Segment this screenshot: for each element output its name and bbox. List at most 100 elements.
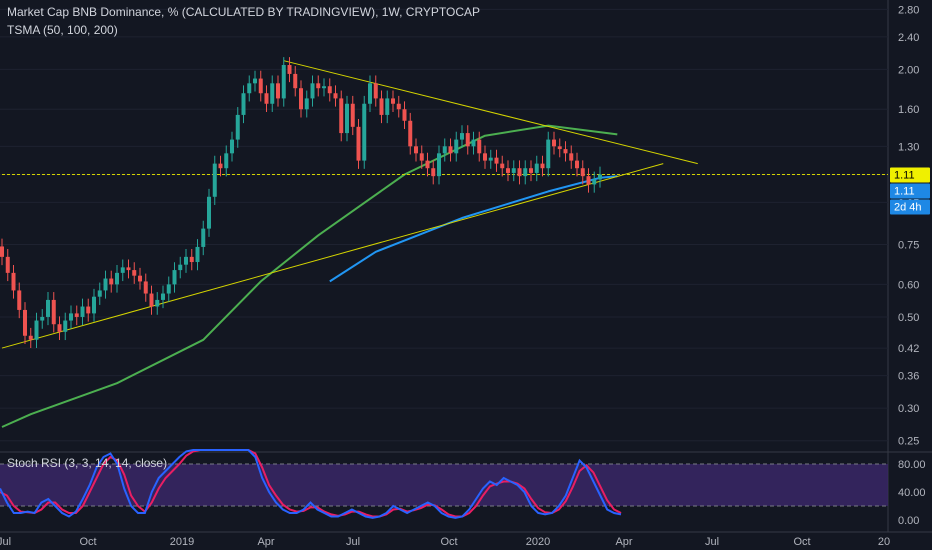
price-badge-label: 1.11 bbox=[894, 170, 915, 182]
candle-body bbox=[494, 157, 499, 164]
candle-body bbox=[425, 160, 430, 169]
rsi-band-fill bbox=[0, 464, 888, 506]
price-badge-label: 1.11 bbox=[894, 186, 915, 198]
candle-body bbox=[557, 146, 562, 150]
indicator-label[interactable]: TSMA (50, 100, 200) bbox=[7, 23, 118, 37]
time-axis[interactable]: Jul Oct 2019 Apr Jul Oct 2020 Apr Jul Oct 20 bbox=[0, 536, 890, 548]
chart-title[interactable]: Market Cap BNB Dominance, % (CALCULATED … bbox=[7, 5, 481, 19]
candle-body bbox=[241, 93, 246, 115]
candle-body bbox=[356, 126, 361, 161]
candle-body bbox=[132, 270, 137, 276]
price-badge-label: 2d 4h bbox=[894, 202, 922, 214]
candle-body bbox=[212, 163, 217, 197]
candle-body bbox=[362, 103, 367, 161]
candle-body bbox=[391, 98, 395, 104]
stoch-rsi-d-line bbox=[0, 449, 622, 518]
time-tick-label: Apr bbox=[615, 536, 632, 548]
price-badge-ma bbox=[890, 183, 930, 199]
candle-body bbox=[0, 246, 4, 257]
price-badges: 1.11 1.11 2d 4h bbox=[890, 167, 930, 215]
trendline bbox=[283, 60, 698, 165]
candle-body bbox=[569, 153, 574, 161]
candle-body bbox=[103, 278, 108, 291]
candle-body bbox=[235, 114, 240, 140]
candle-body bbox=[552, 139, 556, 147]
price-tick-label: 2.40 bbox=[898, 32, 919, 44]
candle-body bbox=[115, 272, 119, 285]
candle-body bbox=[34, 320, 39, 340]
candle-body bbox=[506, 168, 510, 173]
trendline bbox=[1, 163, 664, 349]
candle-body bbox=[23, 309, 27, 336]
candle-body bbox=[40, 316, 45, 321]
candle-body bbox=[207, 196, 211, 229]
candle-body bbox=[465, 133, 470, 147]
candle-body bbox=[396, 103, 401, 110]
candle-body bbox=[454, 139, 459, 154]
candle-body bbox=[138, 275, 142, 282]
stoch-rsi-k-line bbox=[0, 449, 622, 519]
candle-body bbox=[86, 306, 91, 314]
candle-body bbox=[408, 120, 413, 147]
candle-body bbox=[287, 64, 292, 74]
time-tick-label: 20 bbox=[878, 536, 890, 548]
candle-body bbox=[69, 313, 73, 321]
candle-body bbox=[523, 168, 528, 177]
price-tick-label: 1.30 bbox=[898, 141, 919, 153]
candle-body bbox=[534, 163, 539, 173]
candle-body bbox=[402, 109, 407, 121]
time-tick-label: Jul bbox=[346, 536, 360, 548]
candle-body bbox=[120, 267, 125, 273]
candle-body bbox=[471, 139, 476, 147]
candle-body bbox=[17, 290, 22, 310]
candle-body bbox=[379, 98, 384, 115]
candle-body bbox=[448, 146, 453, 154]
candle-body bbox=[511, 168, 516, 173]
candle-body bbox=[63, 320, 68, 332]
time-tick-label: Oct bbox=[793, 536, 810, 548]
candle-body bbox=[172, 270, 177, 285]
candle-body bbox=[563, 149, 568, 154]
candle-body bbox=[270, 83, 275, 104]
candle-body bbox=[276, 83, 280, 99]
candle-body bbox=[92, 296, 96, 314]
candle-body bbox=[327, 86, 332, 94]
time-tick-label: Oct bbox=[440, 536, 457, 548]
stoch-rsi-label[interactable]: Stoch RSI (3, 3, 14, 14, close) bbox=[7, 456, 168, 470]
candle-body bbox=[442, 146, 447, 154]
candle-body bbox=[97, 290, 102, 297]
candle-body bbox=[540, 163, 545, 169]
stoch-rsi-band bbox=[0, 463, 888, 507]
price-tick-label: 2.80 bbox=[898, 4, 919, 16]
candle-body bbox=[5, 256, 10, 273]
time-tick-label: Apr bbox=[257, 536, 274, 548]
candle-body bbox=[322, 86, 326, 89]
candle-body bbox=[586, 176, 591, 185]
candle-body bbox=[74, 313, 79, 317]
candle-body bbox=[339, 98, 344, 134]
price-tick-label: 0.25 bbox=[898, 436, 919, 448]
candle-body bbox=[264, 93, 269, 104]
candle-body bbox=[46, 299, 50, 317]
candle-body bbox=[345, 103, 349, 134]
candle-body bbox=[500, 163, 505, 169]
candle-body bbox=[368, 83, 372, 104]
candle-body bbox=[546, 139, 551, 169]
candle-body bbox=[57, 324, 62, 332]
candle-body bbox=[350, 103, 355, 127]
candle-body bbox=[575, 160, 579, 169]
price-tick-label: 1.60 bbox=[898, 104, 919, 116]
candle-body bbox=[598, 174, 602, 180]
candle-body bbox=[483, 153, 487, 161]
candle-body bbox=[247, 83, 252, 94]
price-badge-current bbox=[890, 167, 930, 183]
candle-body bbox=[11, 272, 16, 291]
rsi-tick-label: 80.00 bbox=[898, 459, 926, 471]
candle-body bbox=[414, 146, 418, 154]
time-tick-label: Oct bbox=[79, 536, 96, 548]
candle-body bbox=[419, 153, 424, 161]
candle-body bbox=[143, 281, 148, 294]
trendlines bbox=[1, 60, 888, 349]
price-axis[interactable]: 2.802.402.001.601.301.110.950.750.600.50… bbox=[898, 4, 926, 527]
